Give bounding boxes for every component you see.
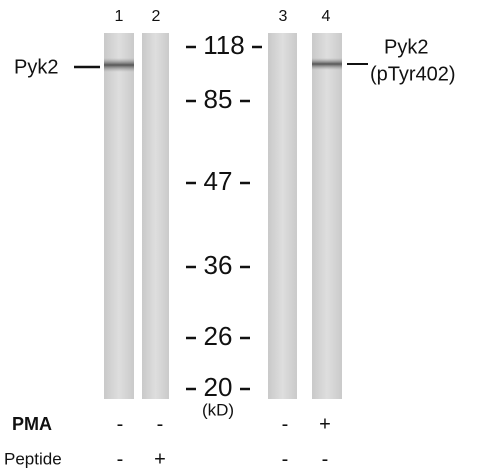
- marker-label: 118: [203, 30, 244, 60]
- lane-number: 1: [115, 8, 124, 25]
- condition-value: -: [117, 413, 124, 435]
- lane: [268, 33, 297, 399]
- condition-value: -: [282, 413, 289, 435]
- condition-label: Peptide: [4, 449, 62, 468]
- band-label: (pTyr402): [370, 63, 456, 85]
- condition-value: +: [154, 448, 166, 470]
- lane: [142, 33, 169, 399]
- lane-number: 2: [152, 8, 161, 25]
- band-label: Pyk2: [14, 56, 58, 78]
- condition-value: -: [117, 448, 124, 470]
- lane-number: 4: [322, 8, 331, 25]
- marker-label: 47: [204, 166, 233, 196]
- marker-label: 20: [204, 372, 233, 402]
- lane: [104, 33, 134, 399]
- condition-value: -: [322, 448, 329, 470]
- band: [312, 58, 342, 70]
- marker-label: 26: [204, 321, 233, 351]
- condition-label: PMA: [12, 414, 52, 434]
- lane: [312, 33, 342, 399]
- condition-value: -: [157, 413, 164, 435]
- band: [104, 58, 134, 72]
- condition-value: +: [319, 413, 331, 435]
- marker-label: 85: [204, 84, 233, 114]
- band-label: Pyk2: [384, 36, 428, 58]
- marker-label: 36: [204, 250, 233, 280]
- condition-value: -: [282, 448, 289, 470]
- lane-number: 3: [279, 8, 288, 25]
- marker-unit: (kD): [202, 400, 234, 419]
- blot-figure: 1 2 3 4 118 85 47 36 26 20 (kD) Pyk2 Pyk…: [0, 0, 482, 474]
